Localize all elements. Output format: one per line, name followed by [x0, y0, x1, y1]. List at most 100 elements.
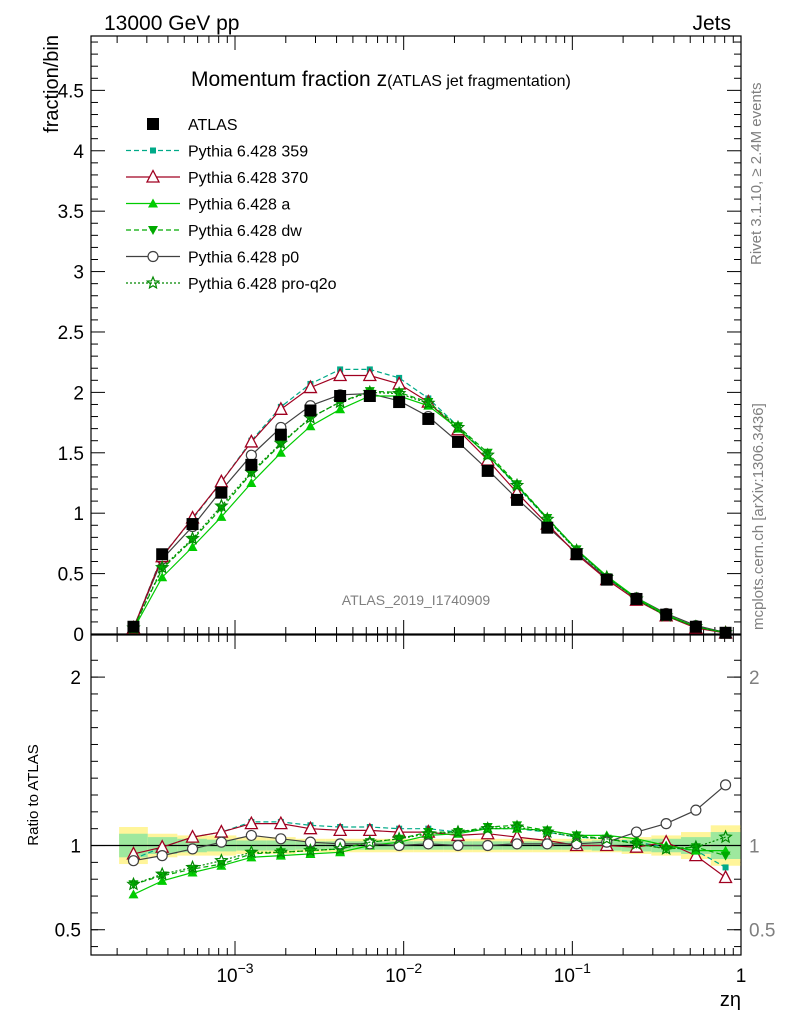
data-point	[245, 458, 258, 471]
data-point	[245, 449, 257, 461]
data-point	[244, 815, 259, 830]
data-point	[150, 147, 156, 154]
data-point	[148, 198, 158, 208]
data-point	[452, 839, 464, 852]
data-point	[481, 464, 494, 477]
data-point	[244, 844, 259, 859]
data-point	[599, 831, 615, 845]
data-point	[156, 548, 169, 561]
data-point	[186, 843, 199, 855]
data-point	[273, 815, 288, 830]
data-point	[512, 821, 523, 831]
legend-entry: Pythia 6.428 p0	[126, 250, 299, 267]
data-point	[155, 866, 170, 881]
y-tick-label: 1.5	[58, 444, 84, 465]
data-point	[362, 834, 377, 849]
data-point	[719, 779, 732, 791]
data-point	[148, 226, 158, 235]
data-point	[333, 822, 348, 837]
data-point	[482, 823, 493, 832]
y-tick-label: 0.5	[58, 565, 84, 586]
data-point	[452, 435, 465, 448]
data-point	[185, 829, 200, 843]
data-point	[362, 367, 377, 382]
data-point	[185, 531, 200, 545]
data-point	[335, 404, 346, 414]
data-point	[128, 889, 139, 899]
data-point	[156, 850, 168, 862]
data-point	[511, 838, 523, 850]
legend-entry: Pythia 6.428 359	[126, 144, 308, 161]
data-point	[423, 398, 434, 408]
mcplots-text: mcplots.cern.ch [arXiv:1306.3436]	[750, 403, 767, 630]
data-point	[145, 169, 161, 183]
ratio-y-axis-label: Ratio to ATLAS	[25, 744, 42, 845]
data-point	[273, 435, 289, 450]
data-point	[539, 824, 555, 839]
data-point	[147, 118, 159, 130]
data-point	[422, 412, 435, 425]
header-right: Jets	[692, 12, 731, 35]
data-point	[630, 592, 643, 605]
data-point	[186, 518, 199, 531]
data-point	[304, 404, 317, 417]
legend-label: Pythia 6.428 pro-q2o	[188, 276, 337, 293]
ratio-y-tick-label: 2	[70, 668, 81, 689]
data-point	[659, 841, 674, 855]
legend-entry: ATLAS	[147, 117, 238, 134]
ratio-y-tick-label-right: 0.5	[749, 921, 775, 942]
y-tick-label: 4.5	[58, 81, 84, 102]
data-point	[215, 836, 227, 848]
data-point	[450, 824, 466, 839]
data-point	[482, 448, 493, 458]
legend-label: Pythia 6.428 370	[188, 170, 308, 187]
data-point	[273, 401, 288, 415]
ratio-series-line	[133, 826, 726, 885]
data-point	[570, 548, 583, 561]
data-point	[450, 419, 466, 434]
axes-group: 0 0.5 1 1.5 2 2.5 3 3.5 4 4.5 10−3 10−2 10−1 1 0.5 0.5 1…	[55, 36, 775, 987]
x-tick-label: 10−2	[385, 960, 422, 987]
ratio-series-pythia-6-428-370	[126, 815, 733, 884]
y-tick-label: 3.5	[58, 202, 84, 223]
data-point	[719, 626, 732, 639]
data-point	[333, 367, 348, 382]
data-point	[541, 838, 553, 850]
data-point	[187, 542, 198, 552]
main-title: Momentum fraction z(ATLAS jet fragmentat…	[191, 68, 571, 91]
y-tick-label: 1	[73, 504, 84, 525]
x-tick-label: 10−3	[216, 960, 253, 987]
y-tick-label: 2	[73, 383, 84, 404]
data-point	[718, 869, 733, 884]
series-atlas	[127, 390, 732, 639]
legend: ATLAS Pythia 6.428 359 Pythia 6.428 370 Pyt…	[126, 117, 337, 293]
data-point	[332, 841, 348, 855]
y-tick-label: 3	[73, 263, 84, 284]
data-point	[393, 396, 406, 409]
legend-label: Pythia 6.428 dw	[188, 223, 302, 240]
y-tick-label: 2.5	[58, 323, 84, 344]
main-title-sub: (ATLAS jet fragmentation)	[387, 73, 571, 90]
data-point	[542, 826, 553, 836]
data-point	[127, 855, 140, 867]
data-point	[305, 421, 316, 431]
data-point	[480, 447, 495, 462]
data-point	[245, 829, 257, 842]
data-point	[157, 572, 168, 582]
ratio-y-tick-label-right: 1	[749, 837, 760, 858]
data-point	[145, 275, 161, 290]
y-axis-label: fraction/bin	[41, 35, 63, 133]
x-axis-label: zη	[720, 989, 741, 1011]
data-point	[334, 390, 347, 403]
legend-entry: Pythia 6.428 370	[126, 169, 308, 187]
data-point	[423, 828, 434, 838]
rivet-version-text: Rivet 3.1.10, ≥ 2.4M events	[748, 83, 765, 266]
data-point	[185, 859, 200, 874]
main-plot-frame	[90, 35, 742, 635]
ratio-y-tick-label: 0.5	[55, 921, 81, 942]
data-point	[273, 844, 289, 859]
legend-label: Pythia 6.428 p0	[188, 250, 299, 267]
y-tick-label: 0	[73, 625, 84, 646]
data-point	[511, 493, 524, 506]
